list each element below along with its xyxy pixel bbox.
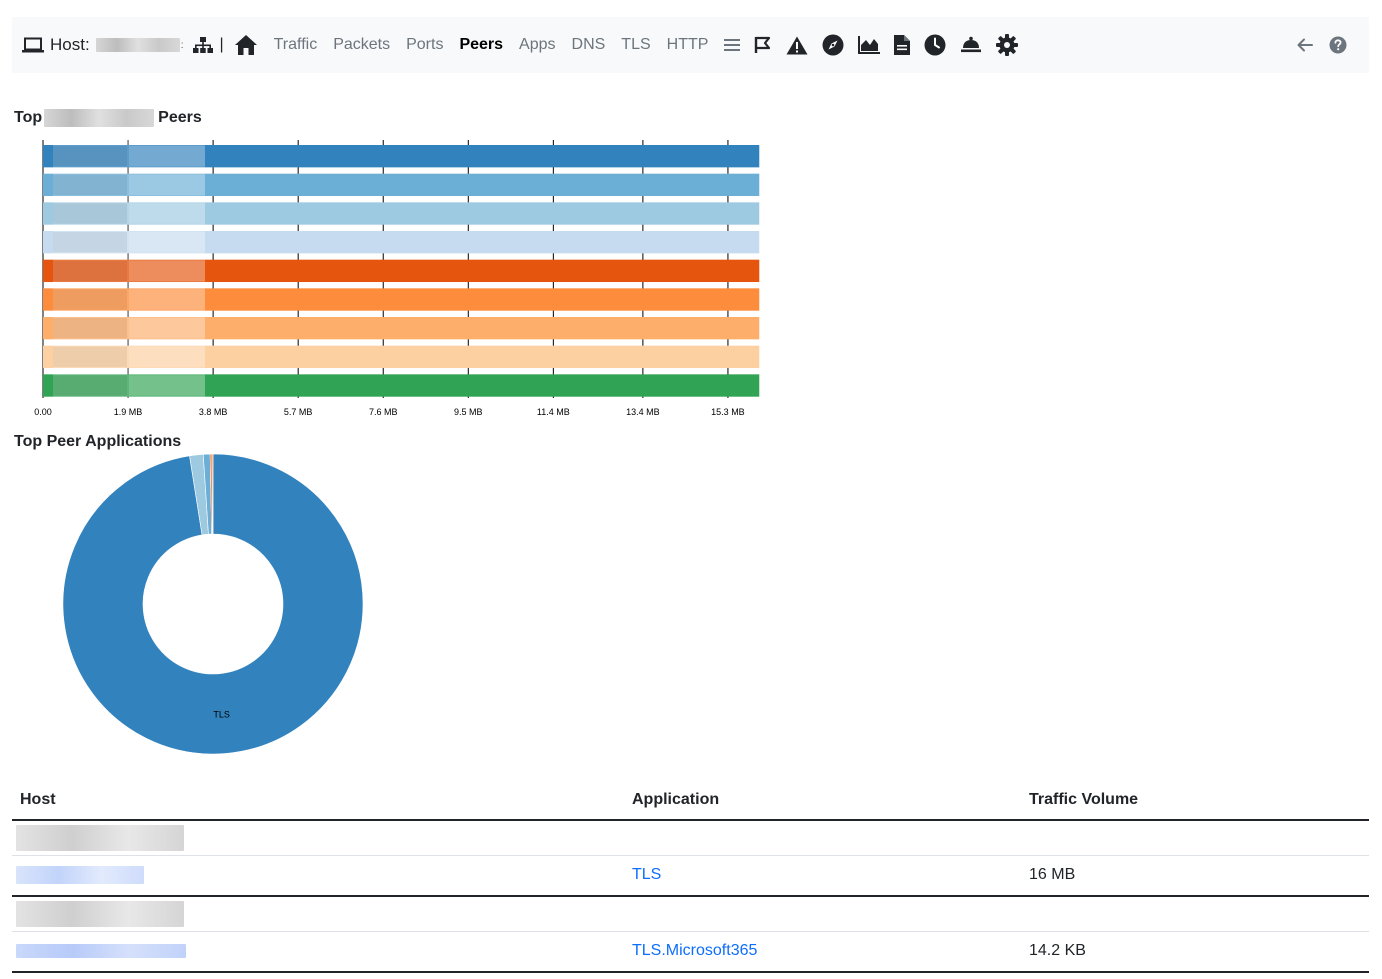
table-row bbox=[12, 896, 1369, 932]
bell-icon[interactable] bbox=[960, 36, 982, 54]
header-application[interactable]: Application bbox=[624, 780, 1021, 821]
compass-icon[interactable] bbox=[822, 34, 844, 56]
x-tick-label: 5.7 MB bbox=[284, 407, 313, 417]
file-icon[interactable] bbox=[894, 35, 911, 55]
nav-item-http[interactable]: HTTP bbox=[666, 36, 709, 53]
table-header-row: Host Application Traffic Volume bbox=[12, 780, 1369, 821]
redacted-label-block bbox=[53, 375, 127, 396]
network-icon[interactable] bbox=[193, 36, 214, 54]
peer-bar[interactable] bbox=[43, 288, 760, 311]
host-name-redacted bbox=[95, 38, 180, 52]
nav-item-packets[interactable]: Packets bbox=[333, 36, 391, 53]
redacted-label-block bbox=[53, 346, 127, 368]
table-row: TLS 16 MB bbox=[12, 855, 1369, 897]
x-tick-label: 3.8 MB bbox=[199, 407, 228, 417]
application-link[interactable]: TLS bbox=[632, 866, 662, 884]
application-link[interactable]: TLS.Microsoft365 bbox=[632, 942, 758, 960]
top-peers-bar-chart: 0.00 1.9 MB 3.8 MB 5.7 MB 7.6 MB 9.5 MB 11.4 M… bbox=[34, 140, 760, 417]
nav-item-peers[interactable]: Peers bbox=[459, 36, 504, 53]
peer-bar[interactable] bbox=[43, 317, 760, 340]
redacted-label-block bbox=[129, 146, 205, 167]
donut-slice[interactable] bbox=[211, 453, 214, 535]
nav-item-dns[interactable]: DNS bbox=[571, 36, 606, 53]
peer-cell[interactable] bbox=[12, 855, 624, 897]
peer-bar[interactable] bbox=[43, 231, 760, 254]
redacted-host bbox=[16, 900, 184, 927]
x-tick-label: 15.3 MB bbox=[711, 407, 745, 417]
top-peers-title-end: Peers bbox=[158, 109, 202, 126]
redacted-label-block bbox=[129, 289, 205, 310]
list-icon[interactable] bbox=[724, 38, 741, 52]
peer-bar[interactable] bbox=[43, 374, 760, 397]
redacted-label-block bbox=[129, 346, 205, 368]
redacted-label-block bbox=[53, 146, 127, 167]
redacted-label-block bbox=[53, 260, 127, 282]
home-icon[interactable] bbox=[234, 34, 258, 56]
redacted-label-block bbox=[129, 375, 205, 396]
nav-item-traffic[interactable]: Traffic bbox=[273, 36, 318, 53]
x-tick-label: 13.4 MB bbox=[626, 407, 660, 417]
peer-bar[interactable] bbox=[43, 345, 760, 369]
x-tick-label: 1.9 MB bbox=[114, 407, 143, 417]
header-traffic-volume[interactable]: Traffic Volume bbox=[1021, 780, 1369, 821]
redacted-label-block bbox=[129, 260, 205, 282]
top-peers-title-start: Top bbox=[14, 109, 43, 126]
redacted-label-block bbox=[129, 203, 205, 224]
warning-icon[interactable] bbox=[786, 36, 808, 55]
redacted-label-block bbox=[53, 203, 127, 224]
redacted-label-block bbox=[129, 174, 205, 196]
x-tick-label: 0.00 bbox=[34, 407, 52, 417]
x-tick-label: 9.5 MB bbox=[454, 407, 483, 417]
peers-table: Host Application Traffic Volume TLS 16 M… bbox=[12, 780, 1369, 973]
peer-bar[interactable] bbox=[43, 202, 760, 225]
navbar: Host: : | Traffic Packets Po bbox=[12, 17, 1369, 73]
donut-slice-label: TLS bbox=[213, 710, 230, 720]
back-arrow-icon[interactable] bbox=[1297, 38, 1313, 52]
top-peers-title: Top Peers bbox=[14, 109, 202, 127]
header-host[interactable]: Host bbox=[12, 780, 624, 821]
top-peer-applications-title: Top Peer Applications bbox=[14, 433, 182, 450]
peer-bar[interactable] bbox=[43, 145, 760, 168]
redacted-host bbox=[16, 824, 184, 851]
gear-icon[interactable] bbox=[996, 34, 1019, 56]
traffic-volume-cell: 14.2 KB bbox=[1021, 931, 1369, 973]
redacted-host-text bbox=[44, 109, 155, 127]
clock-icon[interactable] bbox=[924, 34, 946, 56]
laptop-icon bbox=[22, 37, 44, 53]
flag-icon[interactable] bbox=[754, 36, 772, 54]
application-cell[interactable]: TLS bbox=[624, 855, 1021, 897]
donut-slice[interactable] bbox=[62, 453, 364, 755]
help-icon[interactable] bbox=[1329, 36, 1347, 54]
redacted-label-block bbox=[129, 318, 205, 339]
redacted-label-block bbox=[53, 232, 127, 253]
host-cell bbox=[12, 820, 624, 856]
peer-bar[interactable] bbox=[43, 173, 760, 197]
nav-separator: | bbox=[219, 36, 224, 53]
x-tick-label: 11.4 MB bbox=[537, 407, 570, 417]
host-cell bbox=[12, 896, 624, 932]
host-label: Host: bbox=[50, 35, 90, 54]
top-peer-applications-donut: TLS bbox=[62, 453, 364, 755]
redacted-peer-link[interactable] bbox=[16, 866, 144, 885]
redacted-label-block bbox=[129, 232, 205, 253]
host-selector[interactable]: Host: : bbox=[22, 35, 193, 55]
nav-item-tls[interactable]: TLS bbox=[621, 36, 651, 53]
peer-cell[interactable] bbox=[12, 931, 624, 973]
area-chart-icon[interactable] bbox=[858, 36, 881, 54]
peer-bar[interactable] bbox=[43, 259, 760, 283]
traffic-volume-cell: 16 MB bbox=[1021, 855, 1369, 897]
table-row bbox=[12, 820, 1369, 856]
redacted-label-block bbox=[53, 318, 127, 339]
redacted-peer-link[interactable] bbox=[16, 944, 186, 959]
nav-item-ports[interactable]: Ports bbox=[406, 36, 444, 53]
nav-item-apps[interactable]: Apps bbox=[519, 36, 556, 53]
application-cell[interactable]: TLS.Microsoft365 bbox=[624, 931, 1021, 973]
redacted-label-block bbox=[53, 289, 127, 310]
table-row: TLS.Microsoft365 14.2 KB bbox=[12, 931, 1369, 973]
redacted-peer-labels bbox=[53, 140, 205, 398]
redacted-label-block bbox=[53, 174, 127, 196]
x-tick-label: 7.6 MB bbox=[369, 407, 398, 417]
